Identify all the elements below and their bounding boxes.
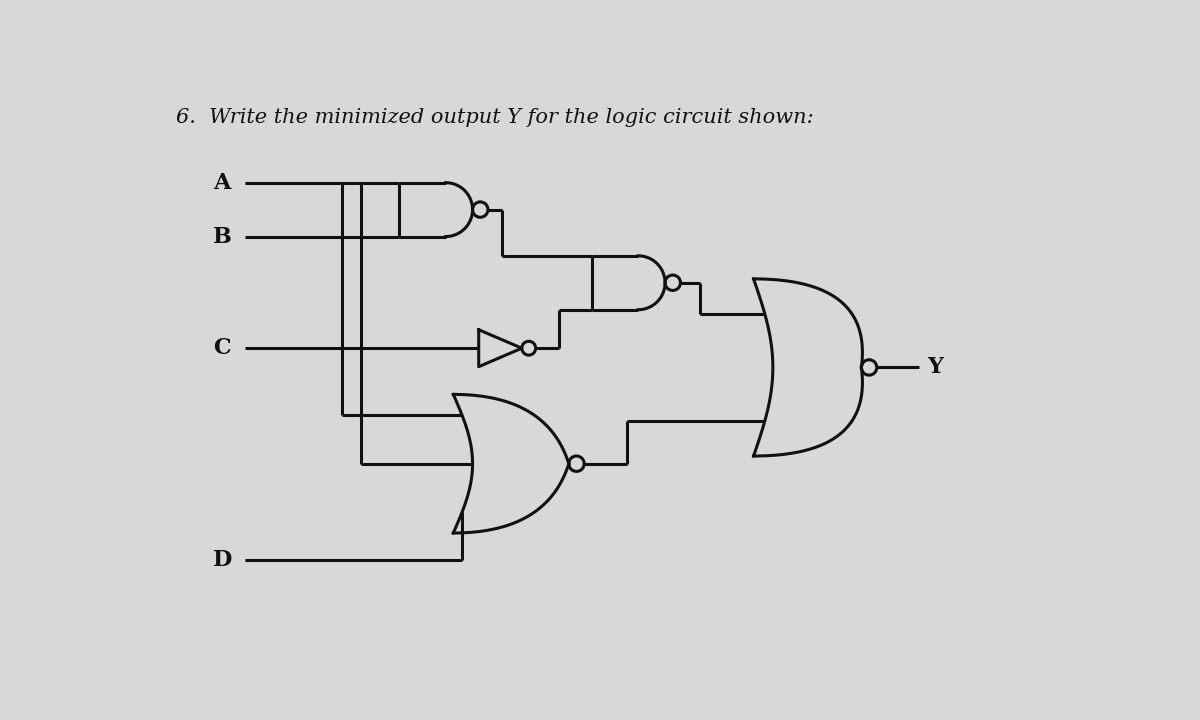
Text: C: C (214, 337, 232, 359)
Circle shape (665, 275, 680, 290)
Text: 6.  Write the minimized output Y for the logic circuit shown:: 6. Write the minimized output Y for the … (176, 108, 814, 127)
Circle shape (569, 456, 584, 472)
Text: B: B (212, 225, 232, 248)
Circle shape (473, 202, 488, 217)
Text: Y: Y (926, 356, 943, 379)
Text: D: D (212, 549, 232, 571)
Text: A: A (214, 171, 230, 194)
Circle shape (862, 360, 877, 375)
Circle shape (522, 341, 535, 355)
